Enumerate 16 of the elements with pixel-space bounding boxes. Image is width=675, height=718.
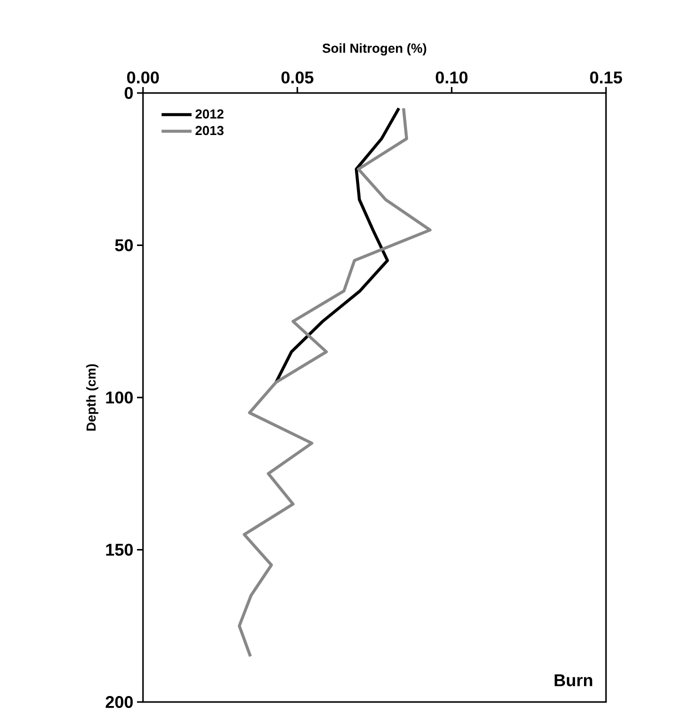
- y-tick-label: 100: [106, 391, 133, 404]
- line-series: [238, 106, 432, 658]
- legend-label: 2012: [196, 109, 224, 119]
- y-tick-label: 150: [106, 544, 133, 556]
- y-tick-label: 200: [106, 696, 133, 708]
- x-tick-label: 0.10: [436, 71, 468, 84]
- annotation: Burn: [554, 674, 592, 686]
- legend-label: 2013: [196, 126, 224, 136]
- x-tick-label: 0.15: [590, 71, 622, 84]
- y-axis-title: Depth (cm): [86, 364, 98, 431]
- x-axis-title: Soil Nitrogen (%): [322, 43, 426, 56]
- y-tick-label: 0: [124, 86, 133, 100]
- x-tick-label: 0.05: [281, 71, 314, 84]
- y-tick-label: 50: [115, 239, 133, 252]
- x-tick-label: 0.00: [127, 71, 159, 84]
- line-series: [274, 106, 400, 384]
